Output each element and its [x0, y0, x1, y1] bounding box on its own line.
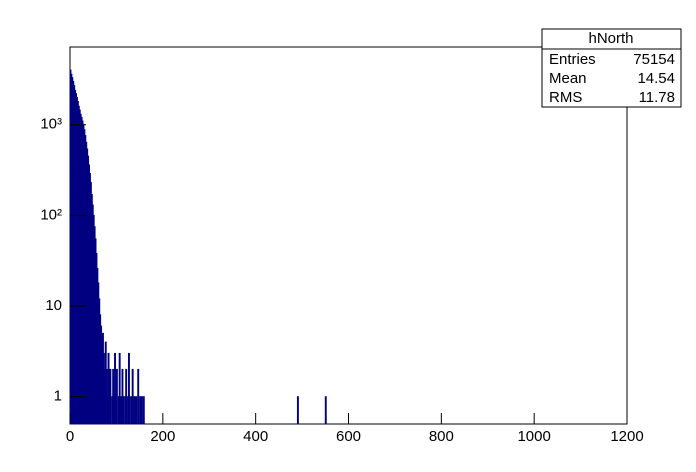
x-tick-label: 800 [429, 428, 454, 445]
bar [119, 396, 122, 425]
y-tick-label: 10³ [40, 116, 62, 133]
bar [296, 396, 299, 425]
bar [131, 368, 134, 425]
bar [115, 368, 118, 425]
bar [139, 396, 142, 425]
bar [135, 396, 138, 425]
stats-label: Entries [549, 51, 596, 68]
y-tick-label: 10² [40, 206, 62, 223]
bar [122, 396, 125, 425]
stats-value: 75154 [633, 51, 675, 68]
x-tick-label: 400 [243, 428, 268, 445]
x-tick-label: 600 [336, 428, 361, 445]
x-tick-label: 200 [150, 428, 175, 445]
stats-label: Mean [549, 70, 587, 87]
stats-value: 11.78 [639, 89, 675, 106]
bar [128, 396, 131, 425]
x-tick-label: 0 [66, 428, 74, 445]
bar [133, 396, 136, 425]
bar [142, 396, 145, 425]
stats-title: hNorth [588, 30, 633, 47]
y-tick-label: 1 [54, 388, 62, 405]
y-tick-label: 10 [45, 297, 62, 314]
x-tick-label: 1000 [517, 428, 550, 445]
bar [324, 396, 327, 425]
stats-label: RMS [549, 89, 582, 106]
bar [109, 368, 112, 425]
stats-frame [541, 28, 682, 108]
bar [137, 368, 140, 425]
x-tick-label: 1200 [610, 428, 643, 445]
bar [140, 396, 143, 425]
stats-value: 14.54 [637, 70, 675, 87]
bar [125, 368, 128, 425]
stats-box: hNorth Entries 75154 Mean 14.54 RMS 11.78 [541, 28, 682, 108]
